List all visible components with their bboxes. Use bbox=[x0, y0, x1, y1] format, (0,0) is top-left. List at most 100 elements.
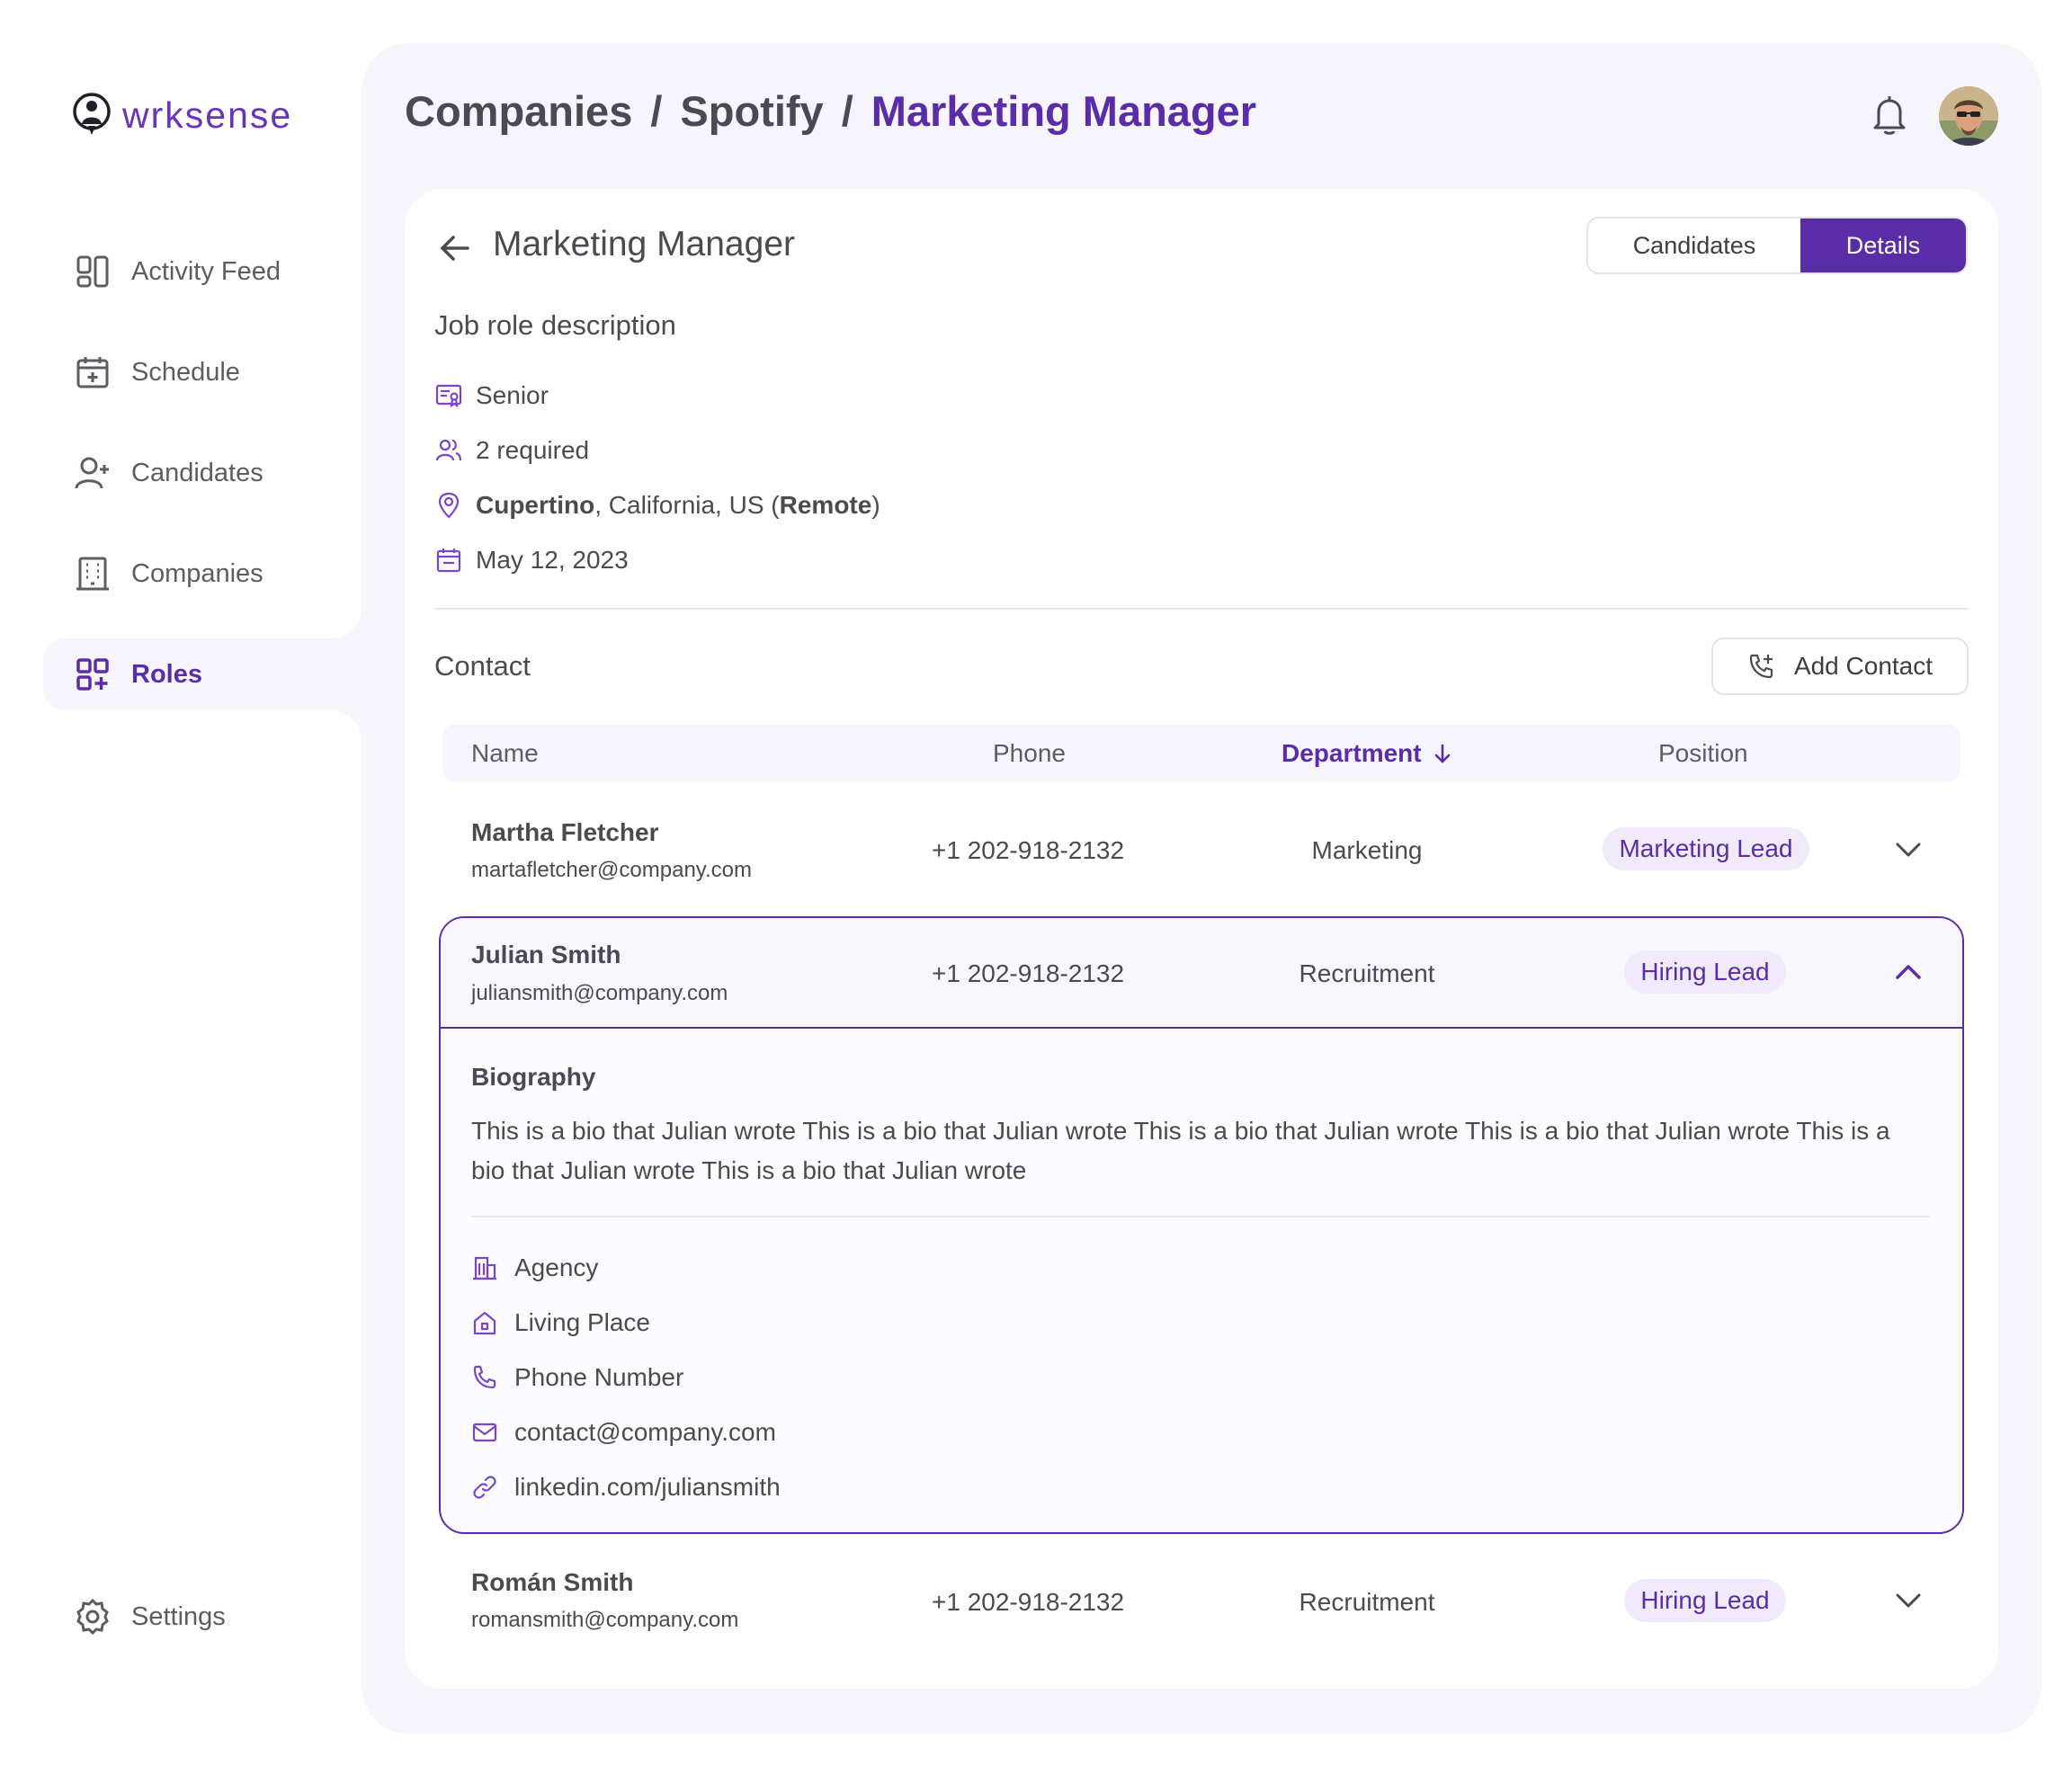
breadcrumb: Companies / Spotify / Marketing Manager bbox=[405, 86, 1256, 136]
biography-heading: Biography bbox=[471, 1063, 596, 1091]
breadcrumb-item-companies[interactable]: Companies bbox=[405, 87, 633, 135]
avatar-image bbox=[1939, 86, 1998, 146]
job-level-text: Senior bbox=[476, 381, 549, 409]
sidebar-item-label: Schedule bbox=[131, 357, 240, 387]
breadcrumb-separator: / bbox=[841, 87, 853, 135]
bell-icon[interactable] bbox=[1869, 94, 1910, 137]
detail-agency: Agency bbox=[471, 1253, 598, 1282]
contact-email: romansmith@company.com bbox=[471, 1608, 739, 1632]
sidebar-item-label: Settings bbox=[131, 1601, 226, 1631]
table-row-expanded[interactable]: Julian Smith juliansmith@company.com +1 … bbox=[442, 918, 1960, 1027]
certificate-icon bbox=[435, 384, 462, 408]
sidebar-item-label: Roles bbox=[131, 659, 202, 689]
logo-text: wrksense bbox=[122, 94, 293, 136]
tab-candidates[interactable]: Candidates bbox=[1588, 219, 1800, 272]
column-header-name[interactable]: Name bbox=[471, 739, 539, 767]
active-tab-connector-bottom bbox=[331, 710, 362, 755]
logo-icon bbox=[73, 93, 111, 135]
location-pin-icon bbox=[438, 492, 460, 519]
contact-phone: +1 202-918-2132 bbox=[932, 1588, 1125, 1616]
column-header-position[interactable]: Position bbox=[1658, 739, 1748, 767]
contact-name: Julian Smith bbox=[471, 941, 621, 968]
contact-department: Recruitment bbox=[1299, 1588, 1435, 1616]
contact-phone: +1 202-918-2132 bbox=[932, 836, 1125, 864]
card-title: Marketing Manager bbox=[493, 225, 795, 263]
job-level: Senior bbox=[434, 381, 549, 410]
contact-phone: +1 202-918-2132 bbox=[932, 959, 1125, 987]
contact-email: martafletcher@company.com bbox=[471, 858, 753, 882]
biography-text: This is a bio that Julian wrote This is … bbox=[471, 1117, 1890, 1184]
breadcrumb-item-company[interactable]: Spotify bbox=[680, 87, 824, 135]
layout-icon bbox=[76, 255, 109, 288]
contact-department: Marketing bbox=[1311, 836, 1423, 864]
chevron-up-icon[interactable] bbox=[1892, 956, 1925, 988]
back-arrow-icon[interactable] bbox=[435, 228, 475, 268]
expanded-row-divider bbox=[439, 1027, 1964, 1029]
logo[interactable]: wrksense bbox=[70, 92, 292, 138]
job-required-text: 2 required bbox=[476, 436, 590, 464]
column-header-department[interactable]: Department bbox=[1282, 739, 1454, 768]
detail-agency-text: Agency bbox=[514, 1253, 599, 1281]
job-date: May 12, 2023 bbox=[434, 546, 629, 575]
sidebar-item-candidates[interactable]: Candidates bbox=[43, 437, 362, 509]
contact-name: Martha Fletcher bbox=[471, 818, 659, 846]
calendar-add-icon bbox=[76, 357, 109, 388]
job-location: Cupertino, California, US (Remote) bbox=[434, 491, 880, 520]
job-date-text: May 12, 2023 bbox=[476, 546, 629, 574]
detail-email: contact@company.com bbox=[471, 1418, 776, 1447]
position-badge: Hiring Lead bbox=[1624, 1579, 1786, 1622]
job-description-heading: Job role description bbox=[434, 309, 676, 341]
grid-add-icon bbox=[76, 658, 109, 691]
detail-email-text[interactable]: contact@company.com bbox=[514, 1418, 776, 1446]
job-location-city: Cupertino bbox=[476, 491, 595, 519]
position-badge: Marketing Lead bbox=[1603, 827, 1809, 870]
detail-linkedin: linkedin.com/juliansmith bbox=[471, 1473, 781, 1502]
building-icon bbox=[473, 1256, 496, 1280]
sidebar-item-schedule[interactable]: Schedule bbox=[43, 336, 362, 408]
sort-arrow-down-icon bbox=[1434, 744, 1450, 763]
section-divider bbox=[434, 608, 1969, 610]
sidebar-item-label: Activity Feed bbox=[131, 256, 281, 286]
view-toggle: Candidates Details bbox=[1586, 217, 1968, 274]
sidebar-item-companies[interactable]: Companies bbox=[43, 538, 362, 610]
job-required: 2 required bbox=[434, 436, 589, 465]
contact-heading: Contact bbox=[434, 650, 531, 682]
table-row[interactable]: Martha Fletcher martafletcher@company.co… bbox=[442, 791, 1960, 908]
calendar-icon bbox=[436, 549, 461, 573]
gear-icon bbox=[76, 1598, 109, 1636]
add-contact-label: Add Contact bbox=[1793, 652, 1934, 680]
add-contact-button[interactable]: Add Contact bbox=[1711, 638, 1969, 695]
sidebar-item-roles[interactable]: Roles bbox=[43, 638, 367, 710]
home-icon bbox=[473, 1311, 496, 1335]
phone-add-icon bbox=[1749, 654, 1773, 679]
contact-email: juliansmith@company.com bbox=[471, 981, 728, 1005]
detail-phone-text: Phone Number bbox=[514, 1363, 684, 1391]
column-header-phone[interactable]: Phone bbox=[993, 739, 1066, 767]
mail-icon bbox=[472, 1423, 497, 1442]
phone-icon bbox=[473, 1365, 496, 1389]
detail-living-place-text: Living Place bbox=[514, 1308, 650, 1336]
detail-phone: Phone Number bbox=[471, 1363, 683, 1392]
sidebar-item-activity-feed[interactable]: Activity Feed bbox=[43, 236, 362, 308]
contact-department: Recruitment bbox=[1299, 959, 1435, 987]
chevron-down-icon[interactable] bbox=[1892, 1584, 1925, 1617]
chevron-down-icon[interactable] bbox=[1892, 834, 1925, 866]
active-tab-connector-top bbox=[331, 593, 362, 638]
table-row[interactable]: Román Smith romansmith@company.com +1 20… bbox=[442, 1538, 1960, 1655]
sidebar-item-settings[interactable]: Settings bbox=[43, 1581, 362, 1653]
position-badge: Hiring Lead bbox=[1624, 950, 1786, 994]
table-header: Name Phone Department Position bbox=[442, 725, 1960, 782]
link-icon bbox=[473, 1476, 496, 1499]
user-add-icon bbox=[75, 457, 109, 489]
avatar[interactable] bbox=[1939, 86, 1998, 146]
job-location-rest: , California, US ( bbox=[594, 491, 780, 519]
detail-linkedin-text[interactable]: linkedin.com/juliansmith bbox=[514, 1473, 781, 1501]
tab-details[interactable]: Details bbox=[1800, 219, 1966, 272]
sidebar-item-label: Candidates bbox=[131, 458, 263, 487]
column-header-department-label: Department bbox=[1282, 739, 1422, 767]
building-icon bbox=[76, 557, 109, 591]
detail-living-place: Living Place bbox=[471, 1308, 650, 1337]
job-location-mode: Remote bbox=[779, 491, 872, 519]
breadcrumb-item-current: Marketing Manager bbox=[871, 87, 1257, 135]
